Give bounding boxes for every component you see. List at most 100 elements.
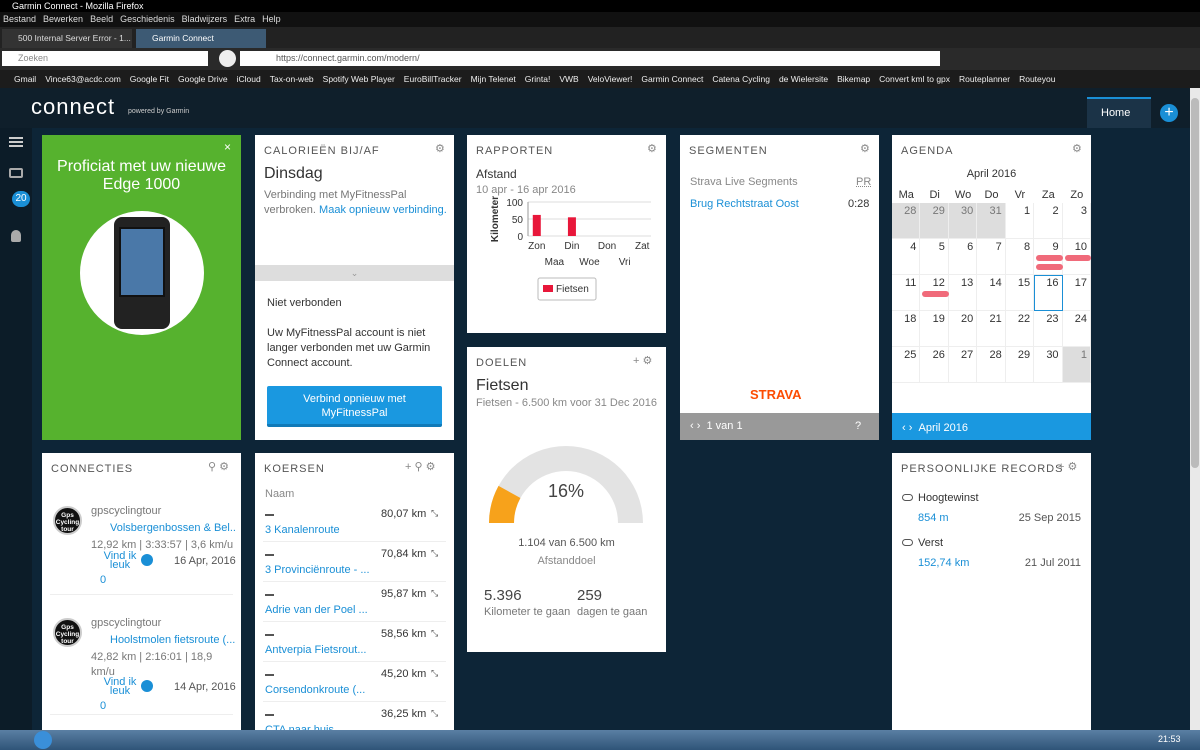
day-cell[interactable]: 31 (977, 203, 1006, 239)
reconnect-button[interactable]: Verbind opnieuw met MyFitnessPal (267, 386, 442, 427)
event-marker[interactable] (1064, 255, 1091, 261)
icons[interactable]: + ⚙ (1058, 461, 1078, 473)
day-cell[interactable]: 30 (1034, 347, 1063, 383)
icons[interactable]: + ⚲ ⚙ (405, 461, 436, 473)
bookmark[interactable]: Vince63@acdc.com (45, 74, 121, 84)
collapse-bar[interactable]: ⌄ (255, 265, 454, 281)
menu-item[interactable]: Geschiedenis (120, 14, 175, 24)
segment-name[interactable]: Brug Rechtstraat Oost (690, 198, 799, 210)
menu-item[interactable]: Bestand (3, 14, 37, 24)
day-cell[interactable]: 25 (892, 347, 921, 383)
bookmark[interactable]: Catena Cycling (712, 74, 770, 84)
bookmark[interactable]: iCloud (236, 74, 261, 84)
day-cell[interactable]: 26 (920, 347, 949, 383)
menu-item[interactable]: Bewerken (43, 14, 84, 24)
more-icon[interactable]: ⤡ (431, 588, 439, 598)
like-button[interactable]: Vind ik leuk (103, 550, 137, 571)
bookmark[interactable]: de Wielersite (778, 74, 829, 84)
day-cell[interactable]: 7 (977, 239, 1006, 275)
url-box[interactable]: https://connect.garmin.com/modern/ (240, 51, 940, 66)
tab[interactable]: Garmin Connect (136, 29, 266, 48)
bookmark[interactable]: Routeplanner (959, 74, 1011, 84)
reconnect-link[interactable]: Maak opnieuw verbinding. (319, 204, 447, 216)
bookmark[interactable]: Tax-on-web (269, 74, 314, 84)
day-cell[interactable]: 5 (920, 239, 949, 275)
add-button[interactable]: + (1160, 104, 1178, 122)
day-cell[interactable]: 6 (948, 239, 978, 275)
day-cell[interactable]: 3 (1062, 203, 1091, 239)
activity[interactable]: Hoolstmolen fietsroute (... (110, 634, 235, 646)
menu-item[interactable]: Extra (234, 14, 256, 24)
like-button[interactable]: Vind ik leuk (103, 676, 137, 697)
close-button[interactable]: × (224, 140, 232, 154)
day-cell[interactable]: 4 (892, 239, 921, 275)
bookmark[interactable]: Routeyou (1019, 74, 1056, 84)
day-cell[interactable]: 14 (977, 275, 1006, 311)
day-cell[interactable]: 1 (1005, 203, 1035, 239)
day-cell[interactable]: 16 (1034, 275, 1063, 311)
event-marker[interactable] (1036, 264, 1063, 270)
activity[interactable]: Volsbergenbossen & Bel... (110, 522, 235, 534)
menu-icon[interactable] (9, 137, 23, 147)
course-name[interactable]: 3 Kanalenroute (265, 524, 340, 536)
bookmark[interactable]: Google Fit (129, 74, 169, 84)
home-tab[interactable]: Home (1087, 97, 1151, 128)
more-icon[interactable]: ⤡ (431, 548, 439, 558)
bookmark[interactable]: Garmin Connect (641, 74, 704, 84)
day-cell[interactable]: 27 (948, 347, 978, 383)
day-cell[interactable]: 28 (977, 347, 1006, 383)
course-name[interactable]: CTA naar huis (265, 724, 334, 730)
bookmark[interactable]: Grinta! (524, 74, 551, 84)
more-icon[interactable]: ⤡ (431, 508, 439, 518)
bookmark[interactable]: Mijn Telenet (470, 74, 516, 84)
bookmark[interactable]: EuroBillTracker (403, 74, 462, 84)
bookmark[interactable]: VeloViewer! (587, 74, 633, 84)
bookmark[interactable]: Convert kml to gpx (879, 74, 951, 84)
search-settings-icons[interactable]: ⚲ ⚙ (208, 461, 229, 473)
record-value[interactable]: 854 m (918, 512, 949, 524)
back-button[interactable] (219, 50, 236, 67)
settings-icon[interactable]: ⚙ (435, 143, 445, 155)
menu-item[interactable]: Beeld (90, 14, 114, 24)
day-cell[interactable]: 17 (1062, 275, 1091, 311)
day-cell[interactable]: 18 (892, 311, 921, 347)
event-marker[interactable] (1036, 255, 1063, 261)
course-name[interactable]: Antverpia Fietsrout... (265, 644, 367, 656)
profile-icon[interactable] (11, 230, 21, 242)
day-cell[interactable]: 21 (977, 311, 1006, 347)
like-icon[interactable] (141, 554, 153, 566)
like-icon[interactable] (141, 680, 153, 692)
search-box[interactable]: Zoeken (2, 51, 208, 66)
day-cell[interactable]: 24 (1062, 311, 1091, 347)
add-settings-icons[interactable]: + ⚙ (633, 355, 653, 367)
day-cell[interactable]: 29 (920, 203, 949, 239)
day-cell[interactable]: 30 (948, 203, 978, 239)
day-cell[interactable]: 11 (892, 275, 921, 311)
day-cell[interactable]: 8 (1005, 239, 1035, 275)
more-icon[interactable]: ⤡ (431, 668, 439, 678)
bookmark[interactable]: Google Drive (178, 74, 228, 84)
settings-icon[interactable]: ⚙ (860, 143, 870, 155)
bookmark[interactable]: Gmail (14, 74, 37, 84)
day-cell[interactable]: 13 (948, 275, 978, 311)
record-value[interactable]: 152,74 km (918, 557, 970, 569)
day-cell[interactable]: 19 (920, 311, 949, 347)
day-cell[interactable]: 23 (1034, 311, 1063, 347)
tab[interactable]: 500 Internal Server Error - 1... (2, 29, 132, 48)
course-name[interactable]: Corsendonkroute (... (265, 684, 366, 696)
notification-badge[interactable]: 20 (12, 191, 30, 207)
settings-icon[interactable]: ⚙ (647, 143, 657, 155)
day-cell[interactable]: 15 (1005, 275, 1035, 311)
inbox-icon[interactable] (9, 168, 23, 178)
bookmark[interactable]: VWB (559, 74, 579, 84)
settings-icon[interactable]: ⚙ (1072, 143, 1082, 155)
more-icon[interactable]: ⤡ (431, 708, 439, 718)
bookmark[interactable]: Bikemap (837, 74, 871, 84)
day-cell[interactable]: 20 (948, 311, 978, 347)
promo-widget[interactable]: Proficiat met uw nieuwe Edge 1000 × (42, 135, 241, 440)
start-button[interactable] (34, 731, 52, 749)
course-name[interactable]: 3 Provinciënroute - ... (265, 564, 370, 576)
course-name[interactable]: Adrie van der Poel ... (265, 604, 368, 616)
event-marker[interactable] (922, 291, 949, 297)
day-cell[interactable]: 22 (1005, 311, 1035, 347)
